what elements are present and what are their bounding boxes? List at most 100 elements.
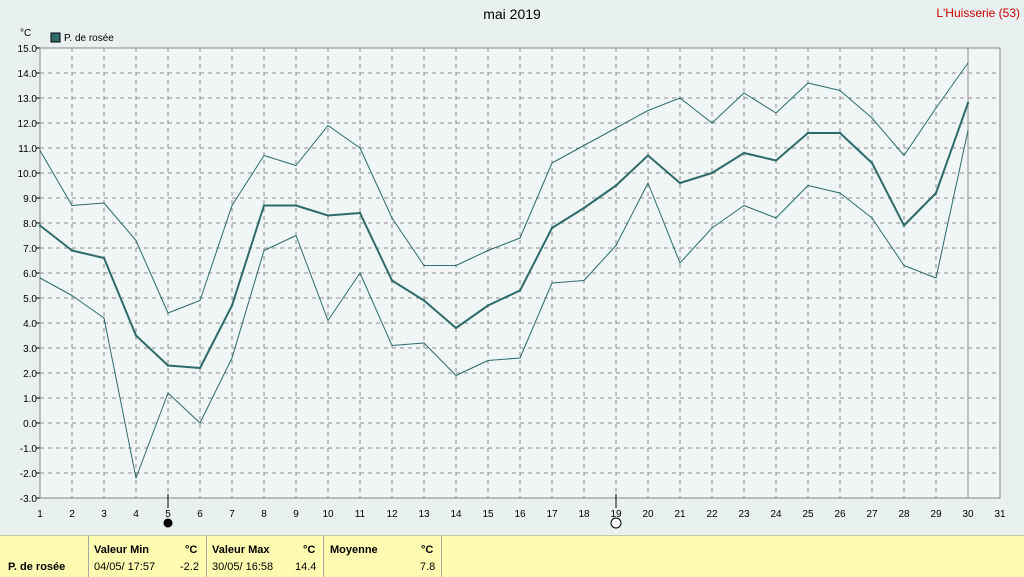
- data-point-min: [615, 244, 617, 247]
- station-name: L'Huisserie (53): [936, 6, 1020, 20]
- data-point-min: [647, 182, 649, 184]
- data-point-min: [231, 357, 233, 359]
- data-point-max: [519, 237, 521, 239]
- data-point-mean: [38, 224, 42, 227]
- x-tick-label: 21: [674, 509, 686, 520]
- data-point-max: [935, 107, 937, 109]
- x-tick-label: 23: [738, 509, 750, 520]
- data-point-min: [935, 277, 937, 279]
- data-point-mean: [102, 256, 106, 260]
- data-point-min: [199, 422, 201, 424]
- data-point-mean: [486, 304, 490, 307]
- data-point-max: [71, 204, 73, 207]
- data-point-min: [103, 317, 105, 319]
- data-point-max: [263, 154, 265, 157]
- stats-min-cell: Valeur Min °C 04/05/ 17:57 -2.2: [89, 536, 207, 577]
- y-tick-label: 9.0: [23, 194, 37, 205]
- y-tick-label: 5.0: [23, 294, 37, 305]
- data-point-min: [711, 227, 713, 229]
- data-point-min: [455, 374, 457, 377]
- data-point-max: [103, 202, 105, 204]
- data-point-max: [231, 204, 233, 207]
- data-point-min: [135, 477, 137, 479]
- data-point-max: [583, 144, 585, 147]
- data-point-max: [615, 127, 617, 129]
- data-point-max: [743, 92, 745, 94]
- data-point-max: [775, 112, 777, 114]
- series-lines: [38, 62, 970, 479]
- x-tick-label: 30: [962, 509, 974, 520]
- x-tick-label: 22: [706, 509, 718, 520]
- stats-footer: P. de rosée Valeur Min °C 04/05/ 17:57 -…: [0, 535, 1024, 577]
- y-tick-label: 4.0: [23, 319, 37, 330]
- data-point-mean: [646, 154, 650, 157]
- min-unit: °C: [185, 544, 198, 556]
- data-point-min: [871, 217, 873, 219]
- min-value: -2.2: [180, 561, 199, 573]
- data-point-min: [167, 392, 169, 394]
- data-point-mean: [614, 184, 618, 187]
- data-point-mean: [454, 326, 458, 330]
- x-tick-label: 28: [898, 509, 910, 520]
- series-line-min: [39, 130, 969, 479]
- avg-unit: °C: [421, 544, 434, 556]
- data-point-mean: [838, 131, 842, 135]
- data-point-max: [711, 122, 713, 124]
- data-point-mean: [326, 214, 330, 217]
- x-tick-label: 8: [261, 509, 267, 520]
- data-point-max: [167, 312, 169, 314]
- moon-phases: [163, 494, 622, 529]
- data-point-max: [551, 162, 553, 164]
- data-point-mean: [678, 181, 682, 185]
- x-tick-label: 13: [418, 509, 430, 520]
- data-point-max: [807, 82, 809, 84]
- data-point-min: [583, 279, 585, 282]
- new-moon-icon: [163, 518, 173, 528]
- x-tick-label: 24: [770, 509, 782, 520]
- data-point-mean: [390, 279, 394, 282]
- data-point-min: [295, 234, 297, 237]
- y-tick-label: 3.0: [23, 344, 37, 355]
- avg-header: Moyenne: [330, 544, 378, 556]
- min-header: Valeur Min: [94, 544, 150, 556]
- y-tick-label: 15.0: [18, 44, 38, 55]
- stats-avg-cell: Moyenne °C 7.8: [324, 536, 442, 577]
- y-tick-label: 13.0: [18, 94, 38, 105]
- data-point-mean: [582, 206, 586, 210]
- y-tick-label: 2.0: [23, 369, 37, 380]
- x-tick-label: 20: [642, 509, 654, 520]
- data-point-min: [967, 129, 969, 132]
- data-point-max: [647, 109, 649, 112]
- y-tick-label: 6.0: [23, 269, 37, 280]
- data-point-mean: [262, 204, 266, 207]
- y-tick-label: -2.0: [20, 469, 38, 480]
- data-point-max: [359, 147, 361, 149]
- data-point-max: [487, 249, 489, 252]
- y-unit-label: °C: [20, 28, 31, 39]
- data-point-mean: [358, 211, 362, 215]
- series-line-mean: [39, 102, 969, 369]
- x-tick-label: 3: [101, 509, 107, 520]
- data-point-mean: [966, 101, 970, 105]
- data-point-min: [519, 357, 521, 359]
- x-tick-label: 9: [293, 509, 299, 520]
- data-point-min: [39, 277, 41, 279]
- data-point-max: [967, 62, 969, 64]
- legend: P. de rosée: [50, 32, 114, 44]
- y-tick-label: 7.0: [23, 244, 37, 255]
- series-line-max: [39, 62, 969, 314]
- x-tick-label: 2: [69, 509, 75, 520]
- x-tick-label: 5: [165, 509, 171, 520]
- chart-title: mai 2019: [483, 6, 541, 22]
- data-point-min: [263, 249, 265, 252]
- data-point-min: [71, 294, 73, 297]
- data-point-max: [391, 217, 393, 219]
- full-moon-icon: [610, 517, 622, 529]
- x-tick-label: 25: [802, 509, 814, 520]
- data-point-mean: [902, 224, 906, 227]
- data-point-min: [743, 204, 745, 207]
- max-header: Valeur Max: [212, 544, 270, 556]
- x-tick-label: 17: [546, 509, 558, 520]
- y-tick-label: 8.0: [23, 219, 37, 230]
- data-point-mean: [166, 364, 170, 367]
